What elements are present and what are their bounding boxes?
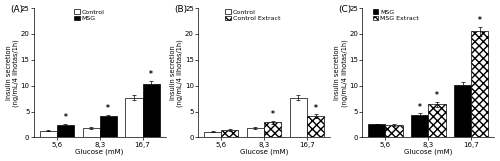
Bar <box>472 31 488 137</box>
Y-axis label: Insulin secretion
(ng/mL/4 ilhotas/1h): Insulin secretion (ng/mL/4 ilhotas/1h) <box>6 39 19 107</box>
Bar <box>307 116 324 137</box>
Text: *: * <box>270 110 274 119</box>
Bar <box>221 130 238 137</box>
Bar <box>40 131 57 137</box>
Bar <box>386 125 402 137</box>
X-axis label: Glucose (mM): Glucose (mM) <box>404 149 452 155</box>
Bar <box>247 128 264 137</box>
Bar <box>126 98 142 137</box>
Text: *: * <box>149 71 153 79</box>
Bar <box>82 128 100 137</box>
Bar <box>204 132 221 137</box>
Text: (A): (A) <box>10 5 23 14</box>
Text: *: * <box>418 103 422 112</box>
Legend: Control, Control Extract: Control, Control Extract <box>225 9 281 22</box>
Bar <box>142 84 160 137</box>
X-axis label: Glucose (mM): Glucose (mM) <box>76 149 124 155</box>
Bar <box>428 104 446 137</box>
Bar <box>100 116 117 137</box>
Bar <box>411 115 428 137</box>
Text: *: * <box>314 104 318 113</box>
Legend: MSG, MSG Extract: MSG, MSG Extract <box>372 9 420 22</box>
Text: (C): (C) <box>338 5 352 14</box>
Text: *: * <box>435 91 439 100</box>
Y-axis label: Insulin secretion
(ng/mL/4 ilhotas/1h): Insulin secretion (ng/mL/4 ilhotas/1h) <box>334 39 348 107</box>
Bar <box>454 85 471 137</box>
Bar <box>290 98 307 137</box>
Text: *: * <box>478 16 482 25</box>
Y-axis label: Insulin secretion
(ng/mL/4 ilhotas/1h): Insulin secretion (ng/mL/4 ilhotas/1h) <box>170 39 183 107</box>
Text: *: * <box>106 104 110 113</box>
Bar <box>264 122 281 137</box>
Text: (B): (B) <box>174 5 188 14</box>
Legend: Control, MSG: Control, MSG <box>74 9 106 22</box>
Bar <box>368 124 386 137</box>
Bar <box>57 125 74 137</box>
Text: *: * <box>64 113 68 122</box>
X-axis label: Glucose (mM): Glucose (mM) <box>240 149 288 155</box>
